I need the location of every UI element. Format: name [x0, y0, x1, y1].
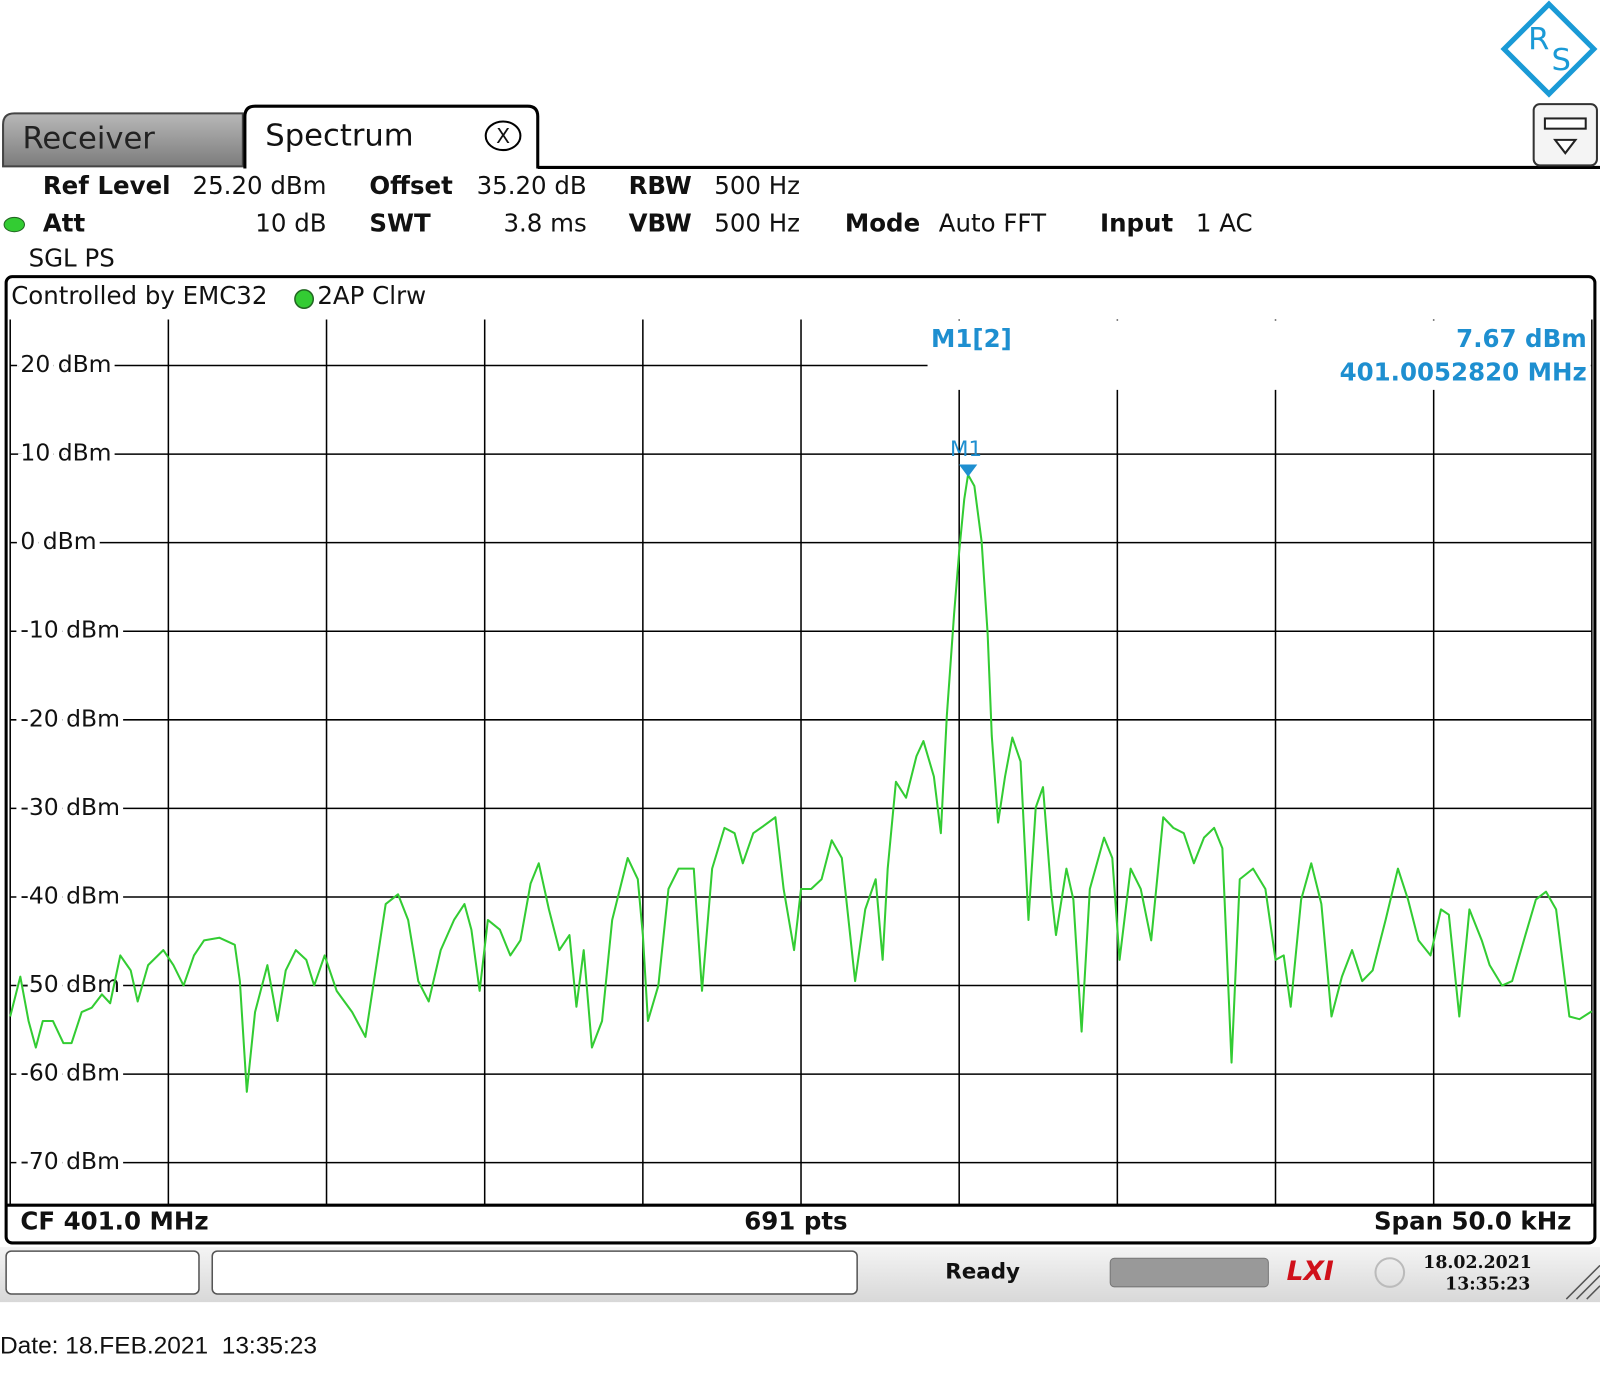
setting-label: Input: [1100, 209, 1173, 238]
tab-spectrum[interactable]: [243, 104, 540, 169]
close-button[interactable]: [484, 120, 522, 152]
status-led: [3, 216, 25, 233]
setting-label: SWT: [369, 209, 431, 238]
setting-label: Offset: [369, 171, 453, 200]
setting-value: 10 dB: [255, 209, 326, 238]
setting-label: VBW: [629, 209, 692, 238]
setting-value: 500 Hz: [714, 209, 800, 238]
marker-value: 7.67 dBm: [1456, 324, 1587, 353]
print-footer: Date: 18.FEB.2021 13:35:23: [0, 1332, 317, 1359]
setting-value: 3.8 ms: [503, 209, 586, 238]
marker: [958, 464, 978, 477]
plot-area: 20 dBm 10 dBm 0 dBm -10 dBm -20 dBm -30 dBm -4…: [9, 319, 1593, 1206]
setting-label: Att: [43, 209, 86, 238]
menu-button[interactable]: [1532, 103, 1598, 167]
setting-value: 25.20 dBm: [193, 171, 327, 200]
legend-entry: 2AP Clrw: [317, 281, 426, 310]
setting-value: Auto FFT: [939, 209, 1047, 238]
marker-frequency: 401.0052820 MHz: [1340, 358, 1587, 387]
settings: Ref Level 25.20 dBm Offset 35.20 dB RBW …: [3, 171, 1253, 272]
y-tick-label: -20 dBm: [20, 704, 120, 732]
marker-name: M1: [950, 437, 982, 462]
resize-grip: [1565, 1264, 1600, 1300]
marker-readout: [927, 320, 1591, 390]
setting-value: 35.20 dB: [477, 171, 587, 200]
setting-value: 500 Hz: [714, 171, 800, 200]
close-icon: X: [496, 124, 510, 148]
sweep-mode: SGL PS: [29, 243, 115, 272]
setting-value: 1 AC: [1196, 209, 1253, 238]
svg-text:S: S: [1552, 43, 1571, 78]
ext-ref-icon: [1374, 1257, 1406, 1288]
status-date: 18.02.2021: [1423, 1253, 1532, 1273]
footer-center: 691 pts: [744, 1207, 847, 1236]
footer-left: CF 401.0 MHz: [20, 1207, 208, 1236]
lxi-logo: LXI: [1287, 1256, 1334, 1287]
y-tick-label: -30 dBm: [20, 793, 120, 821]
marker-label: M1[2]: [931, 324, 1012, 353]
menu-icon: [1553, 138, 1578, 155]
y-tick-label: -10 dBm: [20, 616, 120, 644]
tab-label: Receiver: [22, 121, 155, 156]
y-tick-label: 20 dBm: [20, 350, 111, 378]
tab-label: Spectrum: [265, 118, 413, 153]
footer-right: Span 50.0 kHz: [1374, 1207, 1571, 1236]
status-time: 13:35:23: [1445, 1274, 1530, 1294]
status-field[interactable]: [5, 1250, 200, 1295]
setting-label: RBW: [629, 171, 692, 200]
status-field[interactable]: [211, 1250, 858, 1295]
y-tick-label: -40 dBm: [20, 881, 120, 909]
rs-logo: R S: [1500, 0, 1598, 98]
progress-bar: [1109, 1257, 1269, 1288]
chart-header: Controlled by EMC32: [11, 281, 267, 310]
y-tick-label: -60 dBm: [20, 1059, 120, 1087]
y-tick-label: 0 dBm: [20, 527, 96, 555]
menu-icon: [1543, 117, 1587, 130]
y-tick-label: -50 dBm: [20, 970, 120, 998]
y-tick-label: 10 dBm: [20, 439, 111, 467]
svg-text:R: R: [1528, 22, 1549, 57]
setting-label: Mode: [845, 209, 920, 238]
y-tick-label: -70 dBm: [20, 1147, 120, 1175]
status-state: Ready: [945, 1260, 1020, 1285]
setting-label: Ref Level: [43, 171, 171, 200]
trace: [9, 473, 1593, 1093]
legend-swatch: [294, 289, 315, 310]
tab-receiver[interactable]: [2, 112, 244, 168]
